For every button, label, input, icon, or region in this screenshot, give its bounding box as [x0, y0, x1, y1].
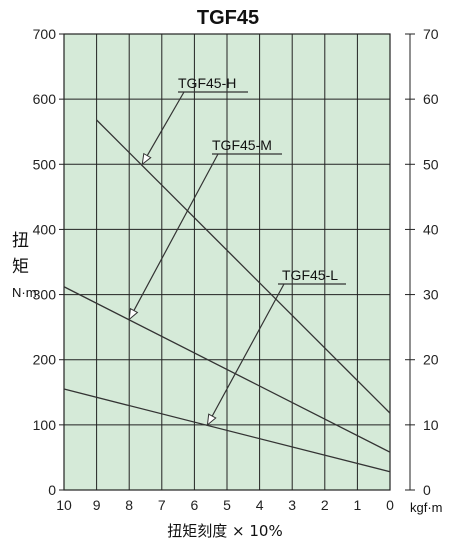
x-tick-label: 2	[321, 497, 329, 513]
series-label-tgf45-h: TGF45-H	[178, 75, 236, 91]
y2-tick-label: 20	[423, 352, 439, 368]
callout-leader	[128, 153, 219, 320]
y-tick-label: 200	[33, 352, 57, 368]
series-line-tgf45-m	[63, 286, 391, 453]
y2-tick-label: 60	[423, 91, 439, 107]
y-tick-label: 300	[33, 287, 57, 303]
callout-leader	[206, 283, 285, 426]
x-tick-label: 1	[354, 497, 362, 513]
y-tick-label: 600	[33, 91, 57, 107]
series-labels: TGF45-H TGF45-M TGF45-L	[128, 75, 346, 427]
callout-arrowhead	[206, 413, 217, 427]
y-axis-unit: N·m	[12, 285, 37, 300]
y2-tick-label: 30	[423, 287, 439, 303]
y-tick-label: 500	[33, 156, 57, 172]
callout-arrowhead	[128, 307, 139, 321]
grid-lines	[63, 33, 391, 491]
x-tick-label: 10	[56, 497, 72, 513]
chart-title: TGF45	[197, 7, 259, 29]
y2-tick-label: 70	[423, 26, 439, 42]
series-line-tgf45-l	[63, 388, 391, 473]
y2-tick-label: 50	[423, 156, 439, 172]
series-line-tgf45-h	[96, 119, 391, 414]
x-tick-label: 6	[191, 497, 199, 513]
callout-arrowhead	[141, 152, 152, 166]
x-axis-label: 扭矩刻度 × 10%	[167, 522, 282, 540]
x-tick-label: 3	[288, 497, 296, 513]
x-tick-label: 4	[256, 497, 264, 513]
x-tick-label: 8	[125, 497, 133, 513]
x-tick-label: 9	[93, 497, 101, 513]
y2-tick-label: 10	[423, 417, 439, 433]
y-axis-label-char: 矩	[12, 257, 29, 277]
y2-tick-label: 0	[423, 482, 431, 498]
series-label-tgf45-l: TGF45-L	[282, 267, 338, 283]
x-tick-label: 0	[386, 497, 394, 513]
x-tick-label: 5	[223, 497, 231, 513]
y-tick-label: 100	[33, 417, 57, 433]
series-lines	[63, 119, 391, 473]
x-tick-label: 7	[158, 497, 166, 513]
y-axis-label: 扭矩	[12, 231, 29, 277]
y2-tick-label: 40	[423, 221, 439, 237]
y-axis-label-char: 扭	[12, 231, 29, 251]
axis-ticks: 10 9 8 7 6 5 4 3 2 1 00100200300400500600700010203…	[33, 26, 439, 513]
y-tick-label: 400	[33, 221, 57, 237]
callout-leader	[141, 91, 185, 165]
series-label-tgf45-m: TGF45-M	[212, 137, 272, 153]
y-tick-label: 0	[48, 482, 56, 498]
y2-axis-unit: kgf·m	[410, 500, 443, 515]
y-tick-label: 700	[33, 26, 57, 42]
